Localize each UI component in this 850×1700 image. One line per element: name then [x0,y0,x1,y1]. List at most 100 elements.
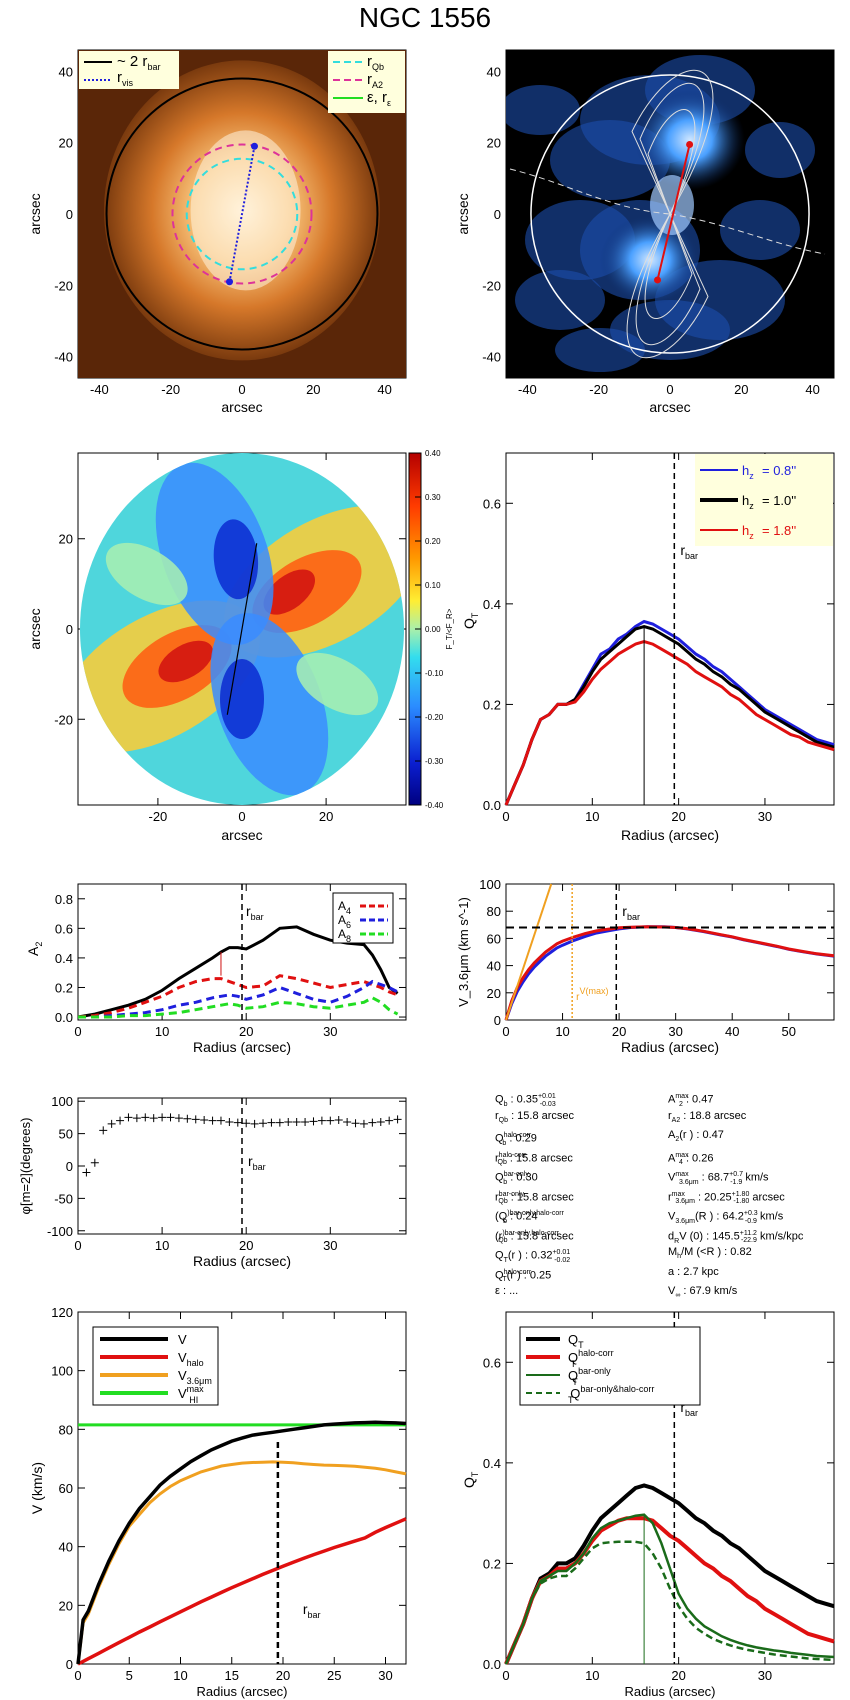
p4-xtick-label: 30 [758,809,772,824]
info-part: -1.80 [733,1198,750,1206]
p4-xtick-label: 0 [502,809,509,824]
p7-point [334,1116,343,1125]
info-part: V (0) : 145.5 [679,1230,740,1243]
p6-slope-line [505,883,553,1021]
info-part: bar-only [498,1190,524,1198]
p7-point [158,1113,167,1122]
p6-axes: 0 10 20 30 40 50 0 20 40 60 80 100 rbar rV(max) Radius… [456,877,835,1055]
info-part: : 20.25 [694,1191,732,1204]
p2-ytick-label: 0 [494,207,501,222]
info-part: halo-corr [503,1268,532,1276]
info-part: : 15.8 arcsec [506,1152,573,1165]
p1-ra2-circle [171,143,313,285]
info-part: -0.02 [554,1256,571,1264]
p9-series-baronly-halo [504,1540,835,1665]
p7-point [368,1118,377,1127]
p2-arm-north [635,90,745,190]
p1-legend-left-box [79,51,179,89]
p7-xlabel: Radius (arcsec) [193,1253,291,1269]
p7-point [124,1113,133,1122]
p7-ytick-label: 50 [59,1127,73,1142]
p3-cbar-label: 0.20 [425,537,441,546]
info-row: rhalo-corrQb : 15.8 arcsec [495,1146,574,1167]
p6-xtick-label: 30 [668,1024,682,1039]
info-part: a : 2.7 kpc [668,1265,719,1278]
p4-frame [505,452,835,806]
info-part: : 15.8 arcsec [507,1191,574,1204]
info-part: halo-corr [503,1132,532,1139]
p4-legend-value: = 0.8'' [762,463,796,478]
info-part: )bar-only,halo-corr [507,1210,564,1217]
p1-ylabel: arcsec [27,193,43,234]
info-part: max [675,1151,689,1159]
info-row: (Q)bar-only,halo-corrb : 0.24 [495,1204,574,1225]
p8-ylabel: V (km/s) [29,1462,45,1514]
p1-legend-ra2: rA2 [367,71,383,90]
info-part: R [674,1237,680,1245]
p9-xlabel: Radius (arcsec) [624,1684,715,1699]
p4-legend-value: = 1.0'' [762,493,796,508]
p7-point [343,1117,352,1126]
p3-lobe-neg-core [213,519,259,600]
info-part: : 15.8 arcsec [507,1230,574,1243]
p9-legend-label: Qbar-only&halo-corr T [568,1384,654,1405]
p5-xtick-label: 10 [155,1024,169,1039]
p6-xtick-label: 50 [782,1024,796,1039]
info-part: ∞ [675,1292,681,1300]
p2-contour [639,82,705,216]
info-part: r [668,1109,672,1122]
p1-ytick-label: -20 [54,278,73,293]
p2-bar-end [686,140,694,148]
p1-xtick-label: -20 [161,382,180,397]
p3-lobe-neg-core [220,659,264,739]
info-row: ε : ... [495,1282,574,1302]
info-row: V3.6μm(R ) : 64.2+0.3-0.9 km/s [668,1204,803,1225]
p7-point [200,1116,209,1125]
info-part: Qb [498,1237,508,1245]
p3-cbar-label: 0.10 [425,581,441,590]
p2-contour [631,69,714,216]
p3-lobe-zero [105,542,188,606]
p1-ytick-label: 0 [66,207,73,222]
p6-xtick-label: 40 [725,1024,739,1039]
p2-bar-line [656,144,691,281]
p7-point [82,1168,91,1177]
p1-xlabel: arcsec [221,399,262,415]
info-part: (r ) : 0.32 [507,1249,553,1262]
info-part: max [671,1190,685,1198]
p1-xtick-label: 20 [306,382,320,397]
info-row: rbar-onlyQb : 15.8 arcsec [495,1185,574,1206]
p7-point [116,1116,125,1125]
info-part: A [668,1093,676,1106]
p7-point [216,1116,225,1125]
p8-xtick-label: 0 [74,1668,81,1683]
p4-ytick-label: 0.4 [483,597,501,612]
info-part: (R ) : 64.2 [694,1210,744,1223]
p2-xtick-label: 20 [734,382,748,397]
p1-legend-right-box [328,51,405,113]
info-part: Q [495,1132,504,1145]
p8-rbar-label: rbar [303,1601,321,1620]
p8-xlabel: Radius (arcsec) [196,1684,287,1699]
p9-rbar-label: rbar [680,1399,698,1418]
info-part: -1.9 [730,1178,743,1186]
p2-axes: -40 -20 0 20 40 -40 -20 0 20 40 arcsec arcsec [455,49,835,415]
info-part: M [668,1246,678,1258]
info-part: V [668,1171,676,1184]
info-row: V∞ : 67.9 km/s [668,1282,803,1302]
info-part: : 0.26 [682,1152,714,1165]
info-part: 4 [678,1159,683,1167]
p7-point [359,1119,368,1128]
p2-xtick-label: -20 [589,382,608,397]
p6-xlabel: Radius (arcsec) [621,1039,719,1055]
p7-point [233,1118,242,1127]
p9-legend-label: QT [568,1332,584,1350]
p4-xlabel: Radius (arcsec) [621,827,719,843]
p7-point [393,1115,402,1124]
p5-legend-label: A8 [338,927,351,944]
p2-xlabel: arcsec [649,399,690,415]
p5-xtick-label: 20 [239,1024,253,1039]
p9-ytick-label: 0.0 [483,1657,501,1672]
info-part: +0.7 [729,1171,743,1178]
